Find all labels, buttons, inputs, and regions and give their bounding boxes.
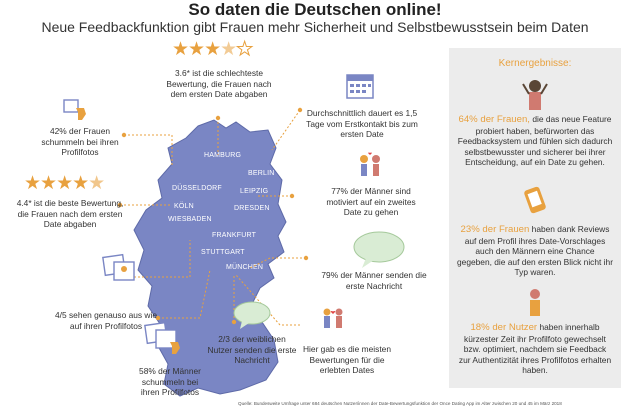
- city-frankfurt: FRANKFURT: [212, 232, 257, 239]
- thumbs-down-frames-icon: [144, 321, 180, 354]
- women-cheat-photos-text: 42% der Frauen schummeln bei ihren Profi…: [41, 126, 119, 158]
- city-stuttgart: STUTTGART: [201, 249, 245, 256]
- rating-stars-best: ★★★★★: [24, 173, 105, 194]
- best-rating-text: 4.4* ist die beste Bewertung, die Frauen…: [16, 198, 124, 230]
- city-wiesbaden: WIESBADEN: [168, 216, 212, 223]
- result-1: 64% der Frauen, die das neue Feature pro…: [457, 114, 613, 168]
- key-results-panel: Kernergebnisse: 64% der Frauen, die das …: [449, 48, 621, 388]
- city-duesseldorf: DÜSSELDORF: [172, 185, 222, 192]
- men-first-message-text: 79% der Männer senden die erste Nachrich…: [321, 270, 427, 291]
- look-like-photos-text: 4/5 sehen genauso aus wie auf ihren Prof…: [55, 310, 157, 331]
- germany-map: [133, 119, 287, 397]
- city-muenchen: MÜNCHEN: [226, 264, 264, 271]
- calendar-icon: [346, 74, 374, 99]
- couple-heart-icon: [323, 308, 343, 328]
- source-note: Quelle: Bundesweite Umfrage unter 684 de…: [238, 401, 562, 406]
- result-2-text: haben dank Reviews auf dem Profil ihres …: [457, 224, 613, 277]
- result-2-highlight: 23% der Frauen: [460, 224, 530, 235]
- result-1-text: die das neue Feature probiert haben, bef…: [457, 114, 613, 167]
- first-contact-text: Durchschnittlich dauert es 1,5 Tage vom …: [306, 108, 418, 140]
- men-cheat-photos-text: 58% der Männer schummeln bei ihren Profi…: [139, 366, 201, 398]
- result-3-text: haben innerhalb kürzester Zeit ihr Profi…: [458, 322, 612, 375]
- page-title: So daten die Deutschen online!: [188, 0, 442, 19]
- men-motivated-text: 77% der Männer sind motiviert auf ein zw…: [326, 186, 416, 218]
- best-ratings-city-text: Hier gab es die meisten Bewertungen für …: [303, 344, 391, 376]
- page-subtitle: Neue Feedbackfunktion gibt Frauen mehr S…: [41, 19, 589, 35]
- result-1-highlight: 64% der Frauen,: [458, 114, 530, 125]
- small-chat-bubble-icon: [233, 301, 271, 329]
- woman-figure-icon: [522, 80, 548, 110]
- city-hamburg: HAMBURG: [204, 152, 242, 159]
- rating-stars-worst: ★★★★★: [172, 39, 254, 61]
- women-first-message-text: 2/3 der weiblichen Nutzer senden die ers…: [207, 334, 297, 366]
- chat-bubble-icon: [353, 231, 405, 268]
- phone-hand-icon: [524, 186, 546, 214]
- city-dresden: DRESDEN: [234, 205, 270, 212]
- result-2: 23% der Frauen haben dank Reviews auf de…: [457, 224, 613, 278]
- thumbs-down-photo-icon: [63, 99, 86, 120]
- photo-frames-icon: [102, 253, 135, 281]
- city-berlin: BERLIN: [248, 170, 275, 177]
- key-results-title: Kernergebnisse:: [498, 58, 572, 69]
- person-icon: [530, 289, 540, 316]
- couple-icon: [360, 152, 380, 176]
- worst-rating-text: 3.6* ist die schlechteste Bewertung, die…: [166, 68, 272, 100]
- result-3-highlight: 18% der Nutzer: [470, 322, 538, 333]
- result-3: 18% der Nutzer haben innerhalb kürzester…: [457, 322, 613, 376]
- city-koeln: KÖLN: [174, 203, 194, 210]
- city-leipzig: LEIPZIG: [240, 188, 269, 195]
